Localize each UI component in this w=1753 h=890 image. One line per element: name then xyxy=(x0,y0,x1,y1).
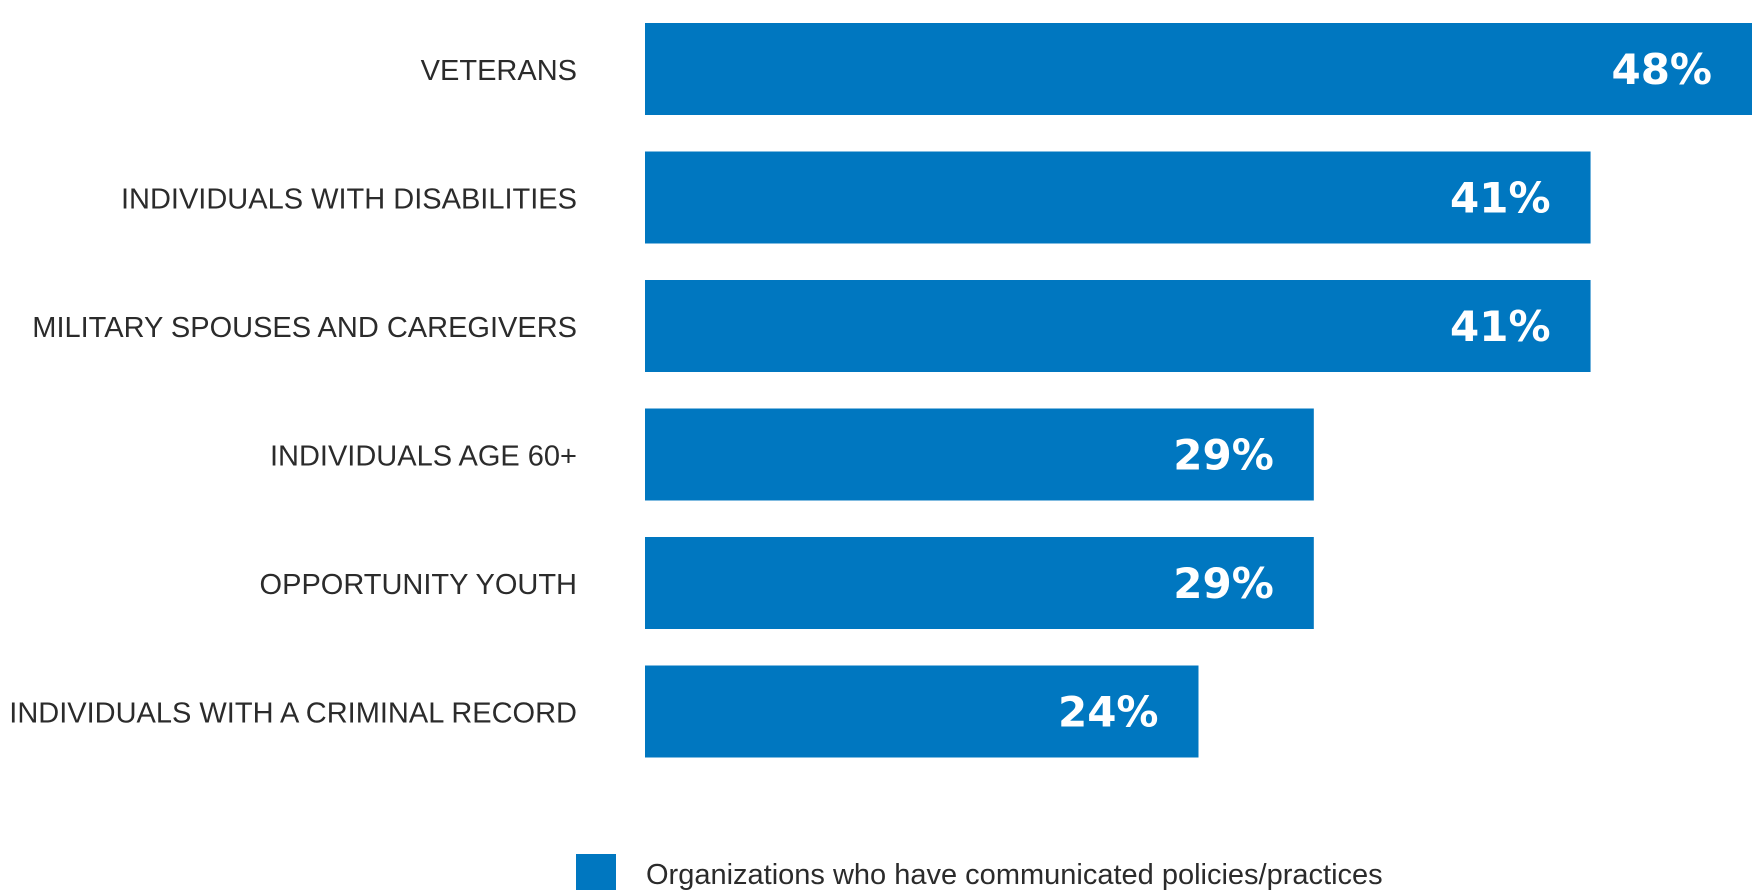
category-label: VETERANS xyxy=(421,55,577,87)
bars-group xyxy=(645,23,1752,758)
category-label: INDIVIDUALS WITH A CRIMINAL RECORD xyxy=(9,698,577,730)
bar-1 xyxy=(645,23,1752,115)
value-label: 24% xyxy=(1058,688,1159,737)
bar-6 xyxy=(645,665,1199,758)
bar-3 xyxy=(645,280,1591,372)
category-label: INDIVIDUALS AGE 60+ xyxy=(270,441,577,473)
legend-swatch xyxy=(576,854,616,890)
value-label: 29% xyxy=(1173,559,1274,608)
bar-2 xyxy=(645,151,1591,244)
legend-label: Organizations who have communicated poli… xyxy=(646,859,1383,890)
value-labels-group: 48% 41% 41% 29% 29% 24% xyxy=(1058,45,1712,737)
value-label: 41% xyxy=(1450,302,1551,351)
legend: Organizations who have communicated poli… xyxy=(576,854,1383,890)
value-label: 41% xyxy=(1450,174,1551,223)
category-labels-group: VETERANS INDIVIDUALS WITH DISABILITIES MIL… xyxy=(9,55,577,730)
category-label: MILITARY SPOUSES AND CAREGIVERS xyxy=(32,312,577,344)
bar-4 xyxy=(645,408,1314,501)
bar-5 xyxy=(645,537,1314,629)
category-label: OPPORTUNITY YOUTH xyxy=(260,569,577,601)
value-label: 29% xyxy=(1173,431,1274,480)
value-label: 48% xyxy=(1611,45,1712,94)
category-label: INDIVIDUALS WITH DISABILITIES xyxy=(121,184,577,216)
